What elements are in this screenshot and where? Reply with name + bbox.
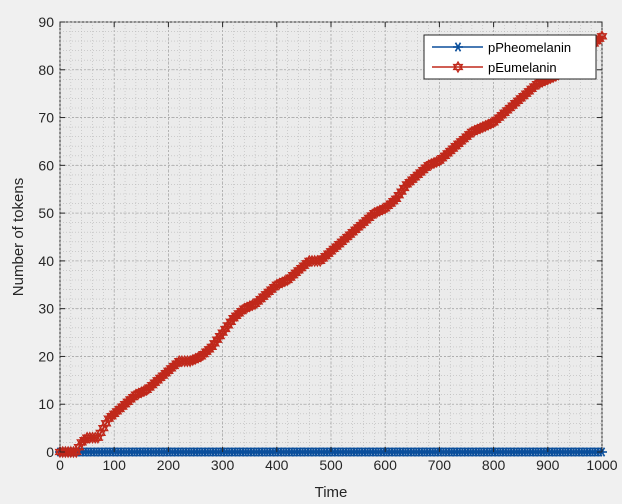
- y-tick-label: 50: [38, 205, 54, 221]
- x-tick-label: 800: [482, 457, 506, 473]
- data-point-pEumelanin: [596, 29, 608, 43]
- y-axis-ticks: 0 10 20 30 40 50 60 70 80 90: [38, 14, 602, 460]
- x-tick-label: 400: [265, 457, 289, 473]
- legend-marker-glyph: [452, 60, 464, 74]
- y-tick-label: 30: [38, 301, 54, 317]
- y-axis-label: Number of tokens: [10, 178, 27, 296]
- y-tick-label: 10: [38, 396, 54, 412]
- x-axis-label: Time: [315, 484, 348, 501]
- legend-marker-pPheomelanin: [453, 42, 463, 52]
- x-axis-ticks: 0 100 200 300 400 500 600 700 800 900 1000: [56, 22, 618, 473]
- y-tick-label: 40: [38, 253, 54, 269]
- y-tick-label: 70: [38, 110, 54, 126]
- x-tick-label: 700: [428, 457, 452, 473]
- x-tick-label: 0: [56, 457, 64, 473]
- legend-marker-glyph: [453, 42, 463, 52]
- series-layer: [54, 29, 608, 459]
- legend: pPheomelanin pEumelanin: [423, 34, 597, 80]
- legend-box: [423, 34, 597, 80]
- series-pEumelanin: [54, 29, 608, 459]
- x-tick-label: 200: [157, 457, 181, 473]
- x-tick-label: 900: [536, 457, 560, 473]
- x-tick-label: 100: [103, 457, 127, 473]
- y-tick-label: 80: [38, 62, 54, 78]
- x-tick-label: 300: [211, 457, 235, 473]
- x-tick-label: 1000: [586, 457, 617, 473]
- legend-label-pEumelanin: pEumelanin: [488, 60, 557, 75]
- legend-label-pPheomelanin: pPheomelanin: [488, 40, 571, 55]
- x-tick-label: 500: [319, 457, 343, 473]
- y-tick-label: 0: [46, 444, 54, 460]
- y-tick-label: 20: [38, 348, 54, 364]
- y-tick-label: 90: [38, 14, 54, 30]
- legend-marker-pEumelanin: [452, 60, 464, 74]
- x-tick-label: 600: [374, 457, 398, 473]
- series-pPheomelanin: [55, 447, 607, 457]
- y-tick-label: 60: [38, 157, 54, 173]
